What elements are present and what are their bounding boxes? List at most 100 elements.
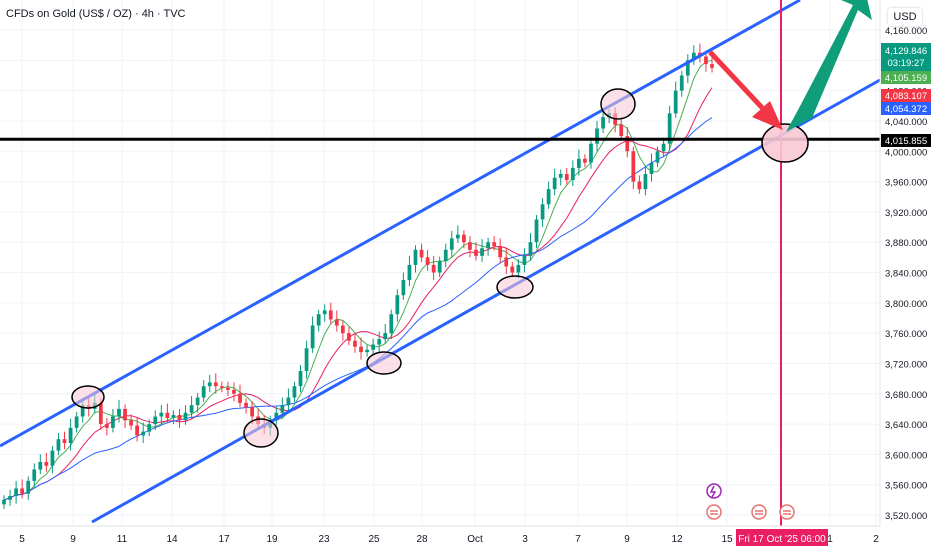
candle[interactable] (462, 230, 466, 249)
candle-body[interactable] (522, 255, 527, 265)
us-flag-event-icon[interactable] (706, 504, 722, 520)
highlight-circle[interactable] (243, 418, 279, 448)
highlight-circle[interactable] (71, 385, 105, 409)
candle[interactable] (631, 146, 636, 190)
candle[interactable] (425, 249, 430, 271)
candle[interactable] (583, 154, 587, 168)
us-flag-event-icon[interactable] (751, 504, 767, 520)
candle-body[interactable] (171, 414, 176, 418)
candle[interactable] (26, 476, 31, 500)
candle-body[interactable] (395, 295, 400, 315)
candle[interactable] (685, 54, 690, 84)
candle[interactable] (111, 408, 115, 433)
candle-body[interactable] (365, 349, 369, 353)
price-label[interactable]: 4,015.855 (881, 134, 931, 147)
candle-body[interactable] (389, 314, 394, 334)
candle[interactable] (528, 233, 533, 261)
candle-body[interactable] (480, 248, 484, 256)
candle-body[interactable] (316, 314, 321, 326)
candle-body[interactable] (219, 386, 224, 388)
candle[interactable] (44, 452, 49, 472)
candle-body[interactable] (213, 382, 218, 387)
price-axis[interactable]: 4,160.0004,120.0004,080.0004,040.0004,00… (879, 0, 932, 550)
candle[interactable] (589, 137, 593, 169)
candle-body[interactable] (165, 412, 170, 418)
candle-body[interactable] (274, 412, 279, 421)
candle[interactable] (147, 419, 152, 437)
candle-body[interactable] (468, 242, 472, 250)
candle-body[interactable] (583, 158, 587, 163)
candle[interactable] (389, 309, 394, 340)
candle[interactable] (2, 495, 6, 509)
candle[interactable] (201, 380, 206, 403)
candle-body[interactable] (123, 408, 127, 421)
candle[interactable] (679, 70, 684, 97)
candle[interactable] (238, 384, 242, 408)
candle[interactable] (649, 153, 654, 182)
candle-body[interactable] (431, 264, 436, 273)
candle-body[interactable] (250, 407, 254, 417)
candle[interactable] (32, 463, 37, 489)
candle-body[interactable] (8, 496, 12, 500)
candle[interactable] (474, 242, 478, 261)
candle[interactable] (207, 374, 212, 393)
candle[interactable] (504, 248, 509, 275)
candle-body[interactable] (558, 173, 563, 178)
candle[interactable] (704, 51, 708, 72)
candle-body[interactable] (637, 181, 642, 190)
candle[interactable] (226, 381, 230, 397)
candle[interactable] (153, 410, 158, 431)
candle[interactable] (310, 316, 315, 353)
candle[interactable] (159, 405, 164, 425)
candle[interactable] (407, 255, 412, 287)
candle-body[interactable] (44, 461, 49, 466)
candle[interactable] (419, 243, 424, 262)
candle-body[interactable] (244, 402, 248, 408)
candle[interactable] (171, 410, 176, 425)
channel-lower-line[interactable] (91, 78, 881, 524)
candle[interactable] (619, 117, 624, 141)
candle[interactable] (486, 237, 490, 256)
candle[interactable] (286, 388, 291, 413)
candle[interactable] (8, 489, 12, 506)
candle-body[interactable] (401, 280, 406, 296)
candle[interactable] (141, 422, 146, 444)
candle-body[interactable] (504, 257, 509, 267)
candle[interactable] (468, 236, 472, 258)
down-arrow-head[interactable] (752, 101, 783, 130)
candle-body[interactable] (183, 412, 188, 421)
candle[interactable] (595, 120, 599, 152)
candle[interactable] (359, 337, 363, 360)
candle-body[interactable] (576, 158, 581, 168)
candle[interactable] (401, 272, 406, 300)
candle-body[interactable] (177, 414, 182, 421)
candle-body[interactable] (383, 333, 388, 340)
candle-body[interactable] (407, 264, 412, 281)
candle[interactable] (534, 214, 539, 249)
candle-body[interactable] (201, 386, 206, 398)
candle[interactable] (431, 255, 436, 281)
candle[interactable] (558, 169, 563, 186)
candle[interactable] (219, 381, 224, 393)
candle[interactable] (316, 309, 321, 332)
candle-body[interactable] (492, 242, 497, 246)
candle[interactable] (661, 137, 666, 158)
candle-body[interactable] (189, 405, 194, 413)
candle-body[interactable] (68, 427, 73, 444)
candle[interactable] (637, 175, 642, 194)
flash-event-icon[interactable] (706, 483, 722, 499)
candle-body[interactable] (141, 431, 146, 436)
candle-body[interactable] (135, 425, 140, 436)
candle[interactable] (274, 406, 279, 425)
candle[interactable] (437, 256, 442, 278)
candle-body[interactable] (74, 416, 79, 428)
candle[interactable] (655, 146, 660, 168)
candle[interactable] (576, 149, 581, 176)
candle[interactable] (498, 238, 503, 264)
candle-body[interactable] (286, 397, 291, 406)
highlight-circle[interactable] (761, 123, 809, 163)
candle[interactable] (334, 310, 339, 332)
